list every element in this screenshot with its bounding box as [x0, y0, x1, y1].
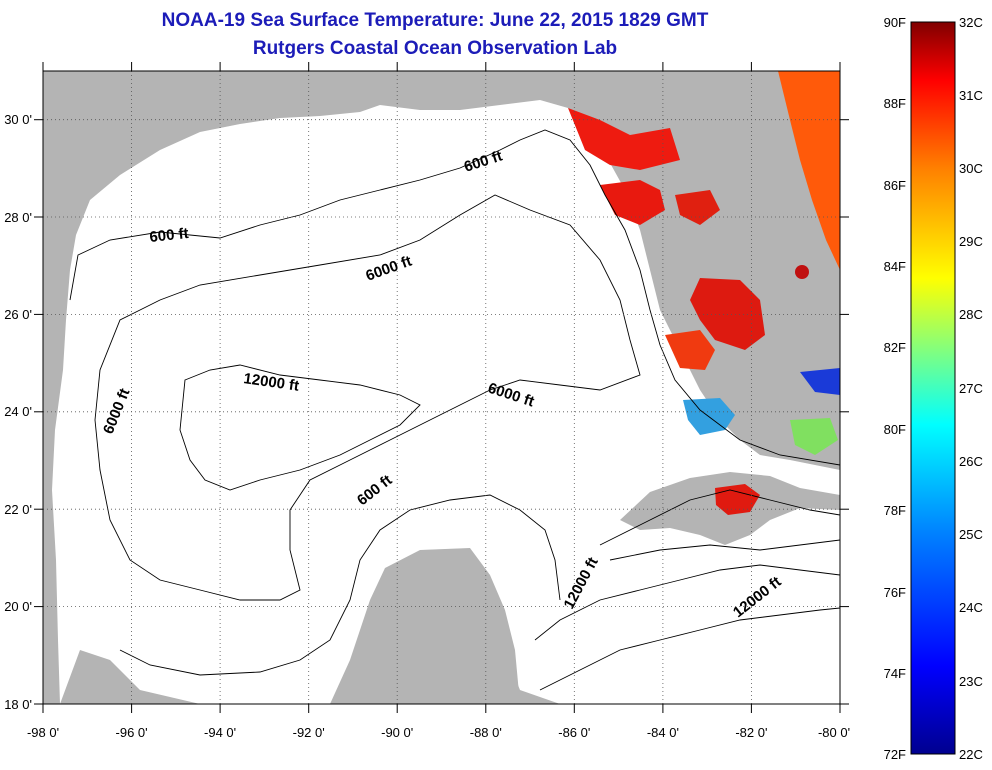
colorbar-c-label: 28C — [959, 307, 983, 322]
colorbar-f-label: 78F — [884, 503, 906, 518]
y-tick-marks — [34, 119, 849, 705]
contour-600ft-yucatan — [119, 494, 561, 676]
colorbar-f-label: 84F — [884, 259, 906, 274]
contour-600ft-cuba — [599, 489, 840, 546]
colorbar-c-label: 25C — [959, 527, 983, 542]
sst-patch-shelf-1 — [600, 180, 665, 225]
colorbar-c-label: 32C — [959, 15, 983, 30]
colorbar-c-label: 26C — [959, 454, 983, 469]
y-tick-label: 22 0' — [4, 502, 32, 517]
colorbar-f-label: 90F — [884, 15, 906, 30]
y-tick-label: 26 0' — [4, 307, 32, 322]
map-subtitle: Rutgers Coastal Ocean Observation Lab — [252, 38, 618, 59]
x-tick-marks — [42, 62, 841, 713]
map-title: NOAA-19 Sea Surface Temperature: June 22… — [161, 10, 709, 31]
sst-patch-keys-green — [790, 418, 838, 455]
contour-600ft-north — [69, 129, 840, 466]
colorbar-f-label: 76F — [884, 585, 906, 600]
y-tick-label: 20 0' — [4, 599, 32, 614]
colorbar-c-label: 24C — [959, 600, 983, 615]
bathymetry-contours — [69, 129, 840, 691]
map-frame — [42, 70, 841, 705]
x-tick-label: -96 0' — [116, 725, 148, 740]
contour-label-600ft-north: 600 ft — [149, 225, 190, 246]
y-tick-label: 18 0' — [4, 697, 32, 712]
colorbar-f-label: 86F — [884, 178, 906, 193]
sst-patch-keys-blue — [800, 368, 840, 395]
contour-12000ft-cayman — [534, 564, 840, 641]
colorbar-f-label: 74F — [884, 666, 906, 681]
x-tick-label: -92 0' — [293, 725, 325, 740]
colorbar-f-label: 80F — [884, 422, 906, 437]
x-tick-label: -86 0' — [558, 725, 590, 740]
contour-6000ft-cayman — [539, 607, 840, 691]
contour-cuba-south — [609, 539, 840, 561]
x-tick-label: -84 0' — [647, 725, 679, 740]
colorbar-c-label: 22C — [959, 747, 983, 762]
sst-patch-lake — [795, 265, 809, 279]
sst-patch-cuba — [715, 484, 760, 515]
contour-12000ft — [179, 364, 421, 491]
contour-6000ft-loop — [94, 194, 641, 601]
y-tick-label: 28 0' — [4, 210, 32, 225]
x-tick-label: -90 0' — [381, 725, 413, 740]
x-tick-label: -88 0' — [470, 725, 502, 740]
florida-land — [570, 71, 840, 385]
sst-patch-shelf-2 — [675, 190, 720, 225]
colorbar — [910, 21, 956, 755]
sst-patch-shelf-4 — [665, 330, 715, 370]
y-tick-label: 24 0' — [4, 404, 32, 419]
x-tick-label: -80 0' — [818, 725, 850, 740]
x-tick-label: -82 0' — [735, 725, 767, 740]
sst-patch-atlantic — [778, 71, 840, 270]
colorbar-f-label: 82F — [884, 340, 906, 355]
x-tick-label: -94 0' — [204, 725, 236, 740]
x-tick-label: -98 0' — [27, 725, 59, 740]
colorbar-c-label: 27C — [959, 381, 983, 396]
graticule — [43, 71, 840, 704]
colorbar-c-label: 29C — [959, 234, 983, 249]
colorbar-c-label: 23C — [959, 674, 983, 689]
colorbar-c-label: 31C — [959, 88, 983, 103]
colorbar-c-label: 30C — [959, 161, 983, 176]
colorbar-f-label: 72F — [884, 747, 906, 762]
sst-patch-bigbend — [568, 108, 680, 170]
y-tick-label: 30 0' — [4, 112, 32, 127]
colorbar-f-label: 88F — [884, 96, 906, 111]
yucatan-land — [330, 548, 520, 704]
